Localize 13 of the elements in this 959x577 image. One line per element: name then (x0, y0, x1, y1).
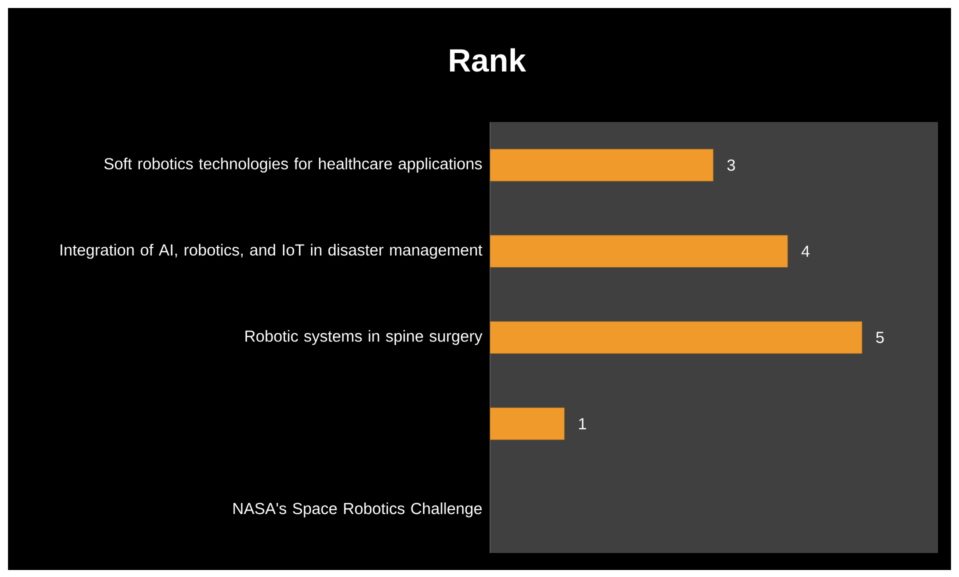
y-tick-label: Robotic systems in spine surgery (245, 330, 482, 345)
data-label: 4 (801, 246, 810, 257)
bar (490, 408, 565, 440)
data-label: 1 (579, 418, 586, 430)
bar (490, 321, 862, 354)
chart-title: Rank (450, 48, 526, 72)
y-tick-label: Integration of AI, robotics, and IoT in disaster management (60, 244, 482, 259)
bar (490, 148, 714, 182)
bar (490, 235, 788, 268)
y-tick-label: Soft robotics technologies for healthcare applications (104, 158, 482, 173)
data-label: 3 (727, 159, 735, 171)
data-label: 5 (876, 332, 884, 344)
y-tick-label: NASA's Space Robotics Challenge (233, 502, 482, 518)
